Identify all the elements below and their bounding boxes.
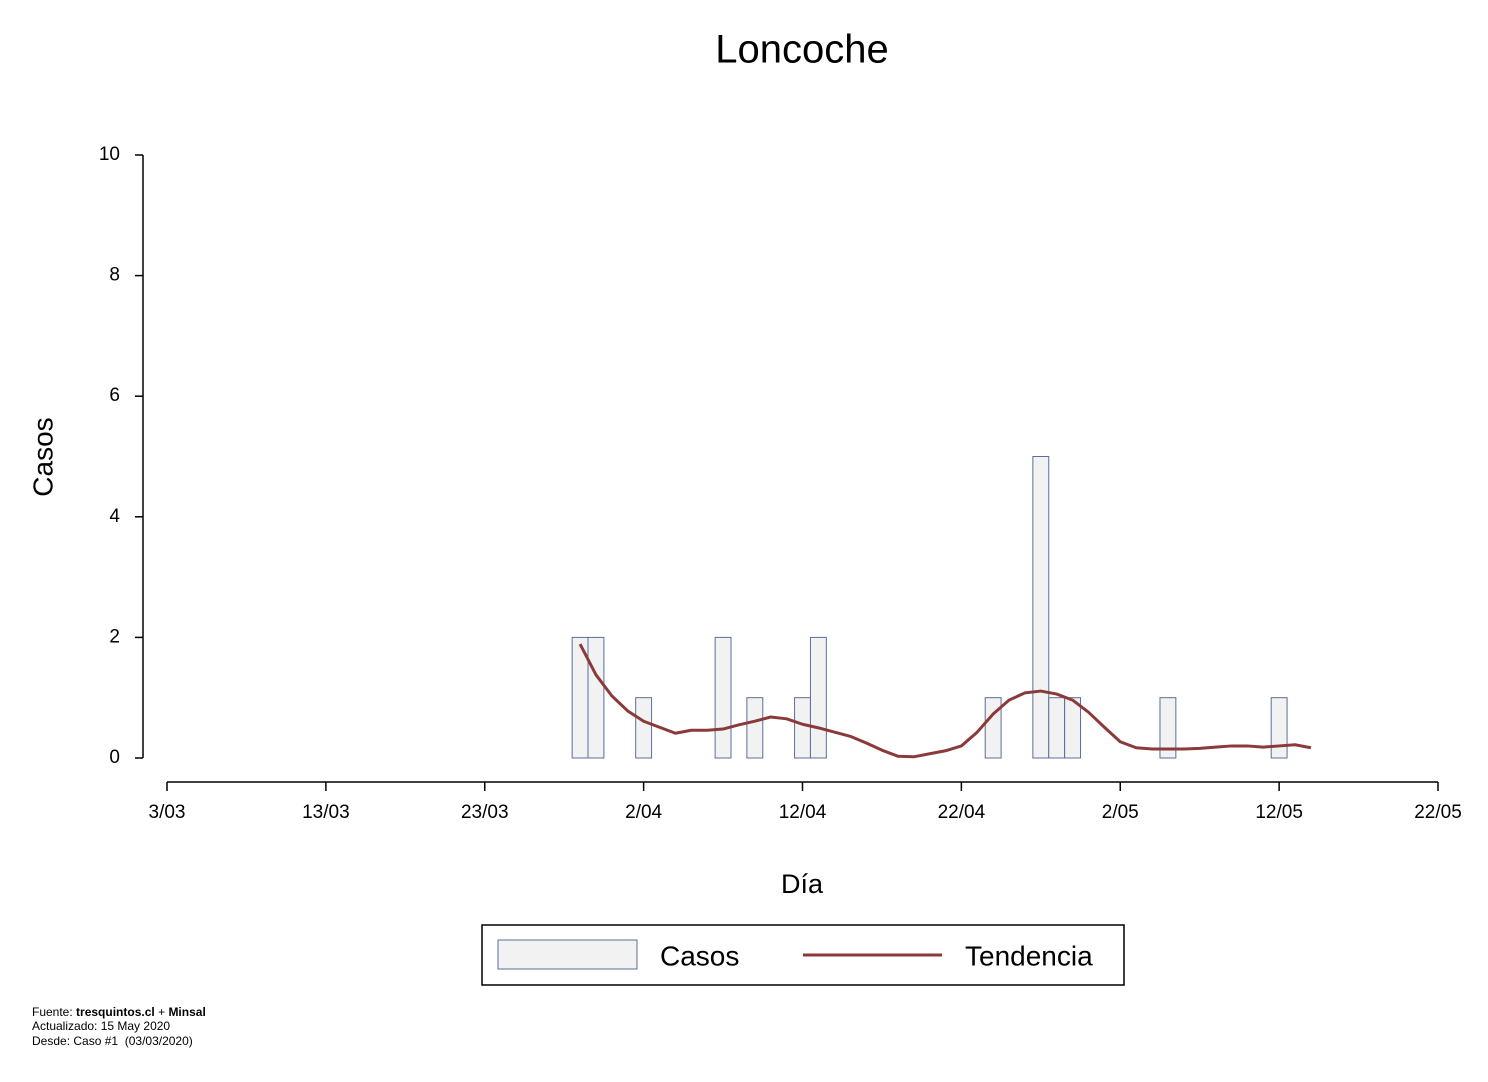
- bar: [809, 636, 827, 759]
- y-axis-label: Casos: [27, 417, 58, 496]
- x-tick-label: 22/05: [1414, 802, 1462, 823]
- chart-title: Loncoche: [715, 28, 888, 72]
- bar: [587, 636, 605, 759]
- trend-line: [578, 643, 1312, 759]
- legend: Casos Tendencia: [481, 924, 1125, 986]
- x-tick-label: 2/05: [1102, 802, 1139, 823]
- legend-swatch: [497, 939, 638, 970]
- y-tick-label: 6: [109, 385, 120, 406]
- y-tick-label: 2: [109, 626, 120, 647]
- y-tick-label: 8: [109, 265, 120, 286]
- bar: [1032, 456, 1050, 759]
- x-tick-label: 12/04: [779, 802, 827, 823]
- footer-text: tresquintos.cl: [76, 1005, 155, 1019]
- bar: [1064, 697, 1082, 759]
- legend-label: Tendencia: [965, 940, 1093, 971]
- bar: [714, 636, 732, 759]
- bar: [746, 697, 764, 759]
- x-axis-label: Día: [781, 869, 824, 899]
- x-tick-label: 2/04: [625, 802, 662, 823]
- bar: [1048, 697, 1066, 759]
- footer-text: Desde: Caso #1 (03/03/2020): [32, 1034, 193, 1048]
- y-tick-label: 0: [109, 747, 120, 768]
- x-tick-label: 23/03: [461, 802, 509, 823]
- bar: [1270, 697, 1288, 759]
- footer-text: Actualizado: 15 May 2020: [32, 1019, 170, 1033]
- footer-text: +: [158, 1005, 165, 1019]
- footer-source: Fuente: tresquintos.cl + Minsal: [32, 1005, 206, 1019]
- bar: [794, 697, 811, 759]
- x-tick-label: 13/03: [302, 802, 350, 823]
- legend-label: Casos: [660, 940, 739, 971]
- y-tick-label: 4: [109, 506, 120, 527]
- bar: [984, 697, 1002, 759]
- x-tick-label: 3/03: [149, 802, 186, 823]
- x-tick-label: 12/05: [1255, 802, 1303, 823]
- footer-text: Minsal: [168, 1005, 205, 1019]
- bar: [635, 697, 653, 759]
- y-tick-label: 10: [99, 144, 120, 165]
- x-tick-label: 22/04: [938, 802, 986, 823]
- footer-text: Fuente:: [32, 1005, 73, 1019]
- bar: [1159, 697, 1177, 759]
